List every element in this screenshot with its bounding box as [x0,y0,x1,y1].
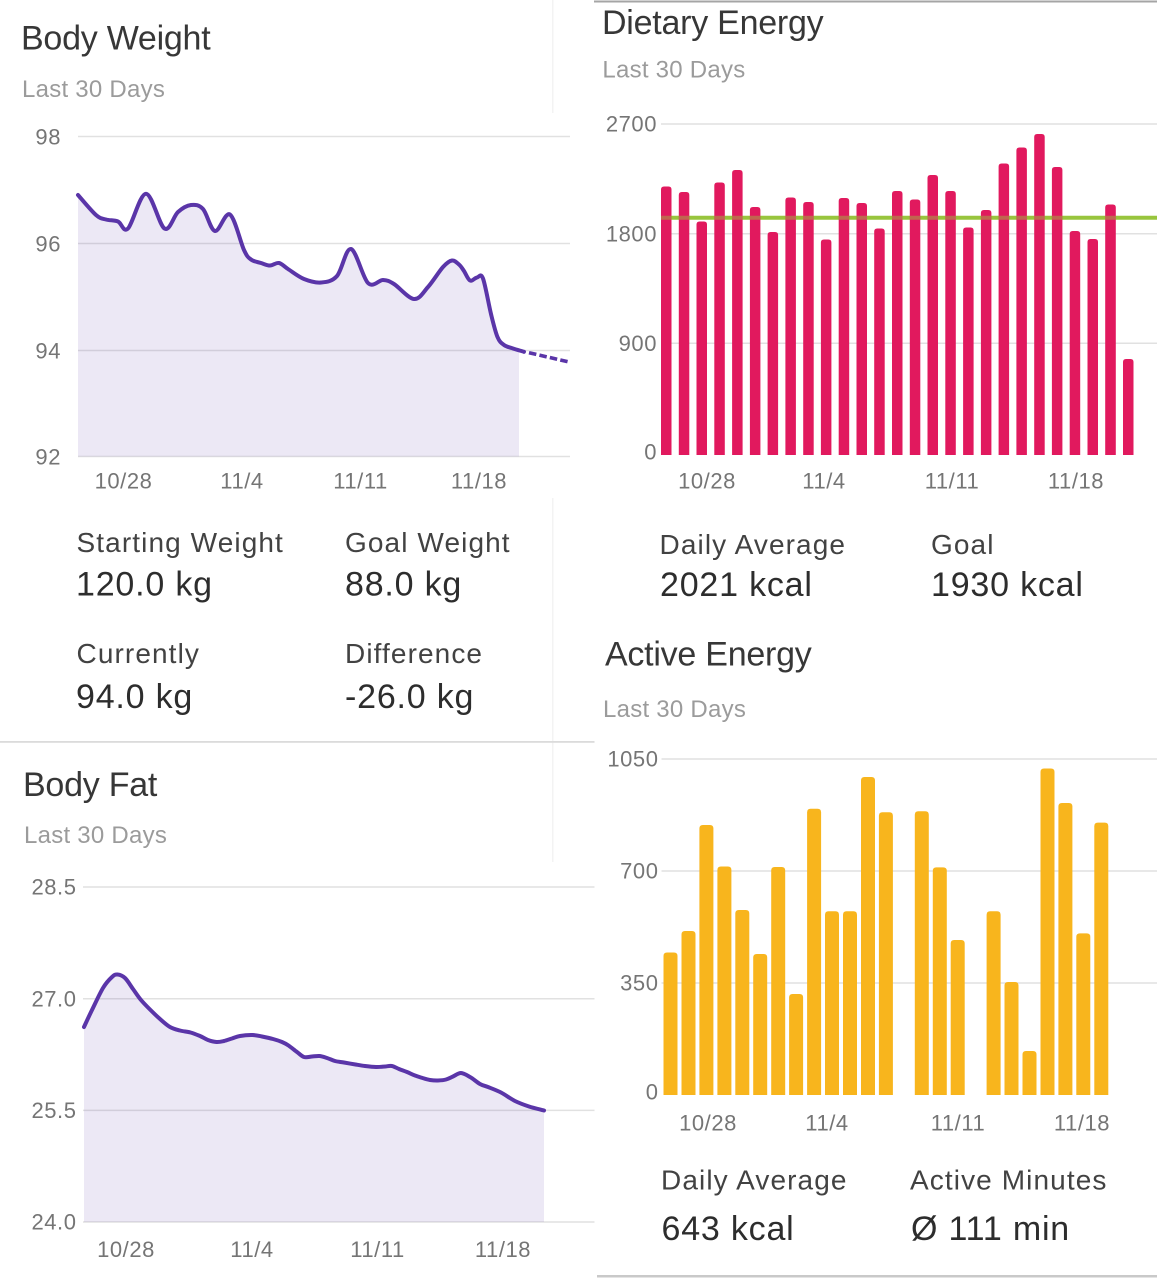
svg-text:11/11: 11/11 [925,469,980,494]
svg-text:120.0 kg: 120.0 kg [76,566,213,604]
svg-text:25.5: 25.5 [31,1098,76,1123]
svg-text:Last 30 Days: Last 30 Days [22,76,165,103]
svg-text:Active Energy: Active Energy [605,635,812,673]
svg-text:Daily Average: Daily Average [661,1165,848,1196]
svg-text:Goal Weight: Goal Weight [345,527,511,558]
svg-text:Dietary Energy: Dietary Energy [602,4,824,42]
svg-text:2700: 2700 [606,112,657,137]
svg-text:11/18: 11/18 [1048,469,1104,494]
svg-text:Last 30 Days: Last 30 Days [24,822,167,849]
svg-text:11/18: 11/18 [475,1237,531,1262]
svg-text:11/11: 11/11 [931,1111,986,1136]
svg-text:10/28: 10/28 [679,1111,737,1136]
svg-text:11/18: 11/18 [451,469,507,494]
svg-text:Goal: Goal [931,529,995,560]
svg-text:643 kcal: 643 kcal [662,1210,795,1248]
svg-text:1050: 1050 [607,747,658,772]
svg-text:0: 0 [644,440,657,465]
svg-text:Starting Weight: Starting Weight [77,527,284,558]
svg-text:Last 30 Days: Last 30 Days [602,57,745,84]
svg-text:Body Weight: Body Weight [21,19,211,57]
svg-text:11/4: 11/4 [220,469,263,494]
svg-text:92: 92 [35,445,61,470]
svg-text:Currently: Currently [77,638,201,669]
svg-text:Active Minutes: Active Minutes [910,1165,1107,1196]
svg-text:11/4: 11/4 [230,1237,273,1262]
svg-text:96: 96 [35,232,61,257]
svg-text:24.0: 24.0 [31,1210,76,1235]
svg-text:2021 kcal: 2021 kcal [660,566,813,604]
svg-text:98: 98 [35,125,61,150]
svg-text:11/4: 11/4 [805,1111,848,1136]
svg-text:10/28: 10/28 [678,469,736,494]
svg-text:1930 kcal: 1930 kcal [931,566,1084,604]
svg-text:900: 900 [619,331,657,356]
svg-text:11/4: 11/4 [802,469,845,494]
svg-text:28.5: 28.5 [31,875,76,900]
svg-text:11/11: 11/11 [333,469,388,494]
svg-text:0: 0 [646,1080,659,1105]
svg-text:94.0 kg: 94.0 kg [76,678,193,716]
svg-text:Last 30 Days: Last 30 Days [603,696,746,723]
svg-text:Body Fat: Body Fat [23,766,158,804]
svg-text:Daily Average: Daily Average [660,529,847,560]
svg-text:88.0 kg: 88.0 kg [345,566,462,604]
svg-text:11/18: 11/18 [1054,1111,1110,1136]
svg-text:94: 94 [35,339,61,364]
svg-text:700: 700 [620,859,658,884]
svg-text:10/28: 10/28 [97,1237,155,1262]
svg-text:10/28: 10/28 [95,469,153,494]
svg-text:Ø 111 min: Ø 111 min [911,1210,1070,1248]
svg-text:1800: 1800 [606,222,657,247]
svg-text:11/11: 11/11 [350,1237,405,1262]
svg-text:27.0: 27.0 [31,987,76,1012]
svg-text:Difference: Difference [345,638,483,669]
svg-text:350: 350 [620,971,658,996]
svg-text:-26.0 kg: -26.0 kg [345,678,474,716]
